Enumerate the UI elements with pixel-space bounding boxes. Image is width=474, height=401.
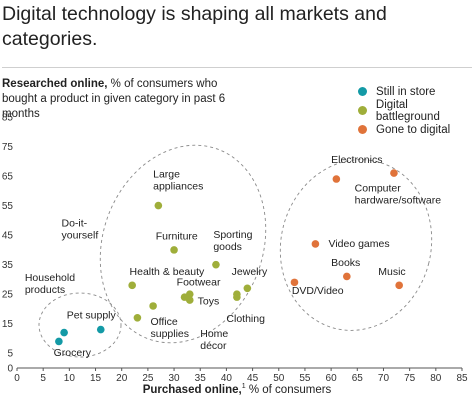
x-tick-label: 85 [456, 373, 468, 384]
y-tick-label: 75 [2, 142, 14, 153]
label-music: Music [378, 266, 405, 278]
legend-item-digital-battleground: Digital battleground [358, 98, 474, 123]
point-large-appliances [154, 201, 163, 210]
cluster-still-in-store [38, 292, 122, 358]
label-office-supplies: Office supplies [151, 316, 190, 340]
y-tick-label: 65 [2, 172, 14, 183]
x-tick-label: 0 [14, 373, 20, 384]
label-computer-hardware-software: Computer hardware/software [355, 182, 442, 206]
x-tick-label: 30 [168, 373, 180, 384]
point-labels: Household products Grocery Pet supply Large a… [25, 154, 441, 359]
point-home-d-cor [185, 296, 194, 304]
point-video-games [311, 240, 320, 248]
label-dvd-video: DVD/Video [292, 285, 344, 297]
chart-title: Digital technology is shaping all market… [2, 3, 387, 50]
point-clothing [233, 290, 241, 298]
x-tick-label: 55 [299, 373, 311, 384]
title-divider [2, 67, 472, 68]
axes: 0 5 10 15 20 25 30 35 40 45 50 55 60 65 70 75 80 85 0 5 15 25… [2, 113, 468, 385]
label-household-products: Household products [25, 272, 75, 296]
point-jewelry [243, 284, 252, 293]
x-tick-label: 35 [195, 373, 207, 384]
point-sporting-goods [212, 260, 220, 269]
x-tick-label: 45 [247, 373, 259, 384]
y-tick-label: 15 [2, 319, 14, 330]
legend-item-gone-to-digital: Gone to digital [358, 120, 474, 139]
x-tick-label: 15 [90, 373, 102, 384]
x-tick-label: 20 [116, 373, 128, 384]
y-tick-label: 35 [2, 260, 14, 271]
label-furniture: Furniture [156, 231, 198, 243]
legend-label-still-in-store: Still in store [376, 85, 436, 98]
y-axis-label-bold: Researched online, [2, 78, 108, 90]
y-axis-label-text: % of consumers who bought a product in g… [2, 78, 226, 120]
x-tick-label: 50 [273, 373, 285, 384]
label-video-games: Video games [329, 238, 390, 250]
label-home-d-cor: Home décor [200, 328, 228, 352]
point-still-in-store [55, 337, 63, 346]
point-music [395, 281, 403, 290]
point-household-products [60, 328, 68, 337]
y-tick-label: 5 [7, 349, 13, 360]
y-axis-label: Researched online, % of consumers who bo… [2, 77, 252, 122]
label-toys: Toys [198, 296, 220, 308]
label-clothing: Clothing [226, 313, 265, 325]
x-axis-label: Purchased online,1 % of consumers [0, 383, 474, 396]
legend-item-still-in-store: Still in store [358, 82, 474, 101]
point-digital-battleground [185, 290, 194, 298]
label-health-beauty: Health & beauty [130, 266, 205, 278]
point-do-it-yourself [128, 281, 136, 290]
x-tick-label: 10 [64, 373, 76, 384]
point-electronics [332, 175, 341, 183]
label-pet-supply: Pet supply [67, 309, 117, 321]
legend-dot-gone-to-digital [358, 125, 367, 134]
label-books: Books [331, 257, 360, 269]
label-jewelry: Jewelry [232, 266, 268, 278]
y-tick-label: 45 [2, 231, 14, 242]
x-axis-label-text: % of consumers [245, 383, 332, 396]
point-furniture [170, 246, 178, 254]
x-tick-label: 25 [142, 373, 154, 384]
y-tick-label: 55 [2, 201, 14, 212]
legend-dot-still-in-store [358, 87, 367, 96]
x-tick-label: 60 [326, 373, 338, 384]
x-tick-label: 40 [221, 373, 233, 384]
point-computer-hardware-software [390, 169, 398, 177]
point-dvd-video [290, 278, 299, 287]
x-tick-label: 5 [40, 373, 46, 384]
point-books [343, 272, 351, 281]
data-points [55, 169, 403, 346]
x-axis-label-bold: Purchased online, [142, 383, 242, 396]
x-axis-label-footnote: 1 [241, 383, 246, 390]
y-tick-label: 0 [7, 364, 13, 375]
label-sporting-goods: Sporting goods [213, 229, 252, 253]
cluster-gone-to-digital [279, 159, 433, 331]
x-tick-label: 75 [404, 373, 416, 384]
label-large-appliances: Large appliances [153, 169, 203, 193]
legend-dot-digital-battleground [358, 106, 367, 115]
x-tick-label: 80 [430, 373, 442, 384]
legend-label-gone-to-digital: Gone to digital [376, 123, 451, 136]
label-do-it-yourself: Do-it-yourself [62, 217, 99, 241]
point-office-supplies [133, 314, 142, 322]
label-grocery: Grocery [54, 347, 92, 359]
y-tick-label: 85 [2, 113, 14, 124]
point-pet-supply [96, 325, 105, 334]
y-tick-label: 25 [2, 290, 14, 301]
x-tick-label: 70 [378, 373, 390, 384]
label-footwear: Footwear [177, 276, 221, 288]
legend-label-digital-battleground: Digital battleground [375, 98, 440, 123]
x-tick-label: 65 [352, 373, 364, 384]
legend: Still in store Digital battleground Gone… [358, 82, 474, 139]
point-health-beauty [149, 302, 157, 310]
label-electronics: Electronics [331, 154, 382, 166]
